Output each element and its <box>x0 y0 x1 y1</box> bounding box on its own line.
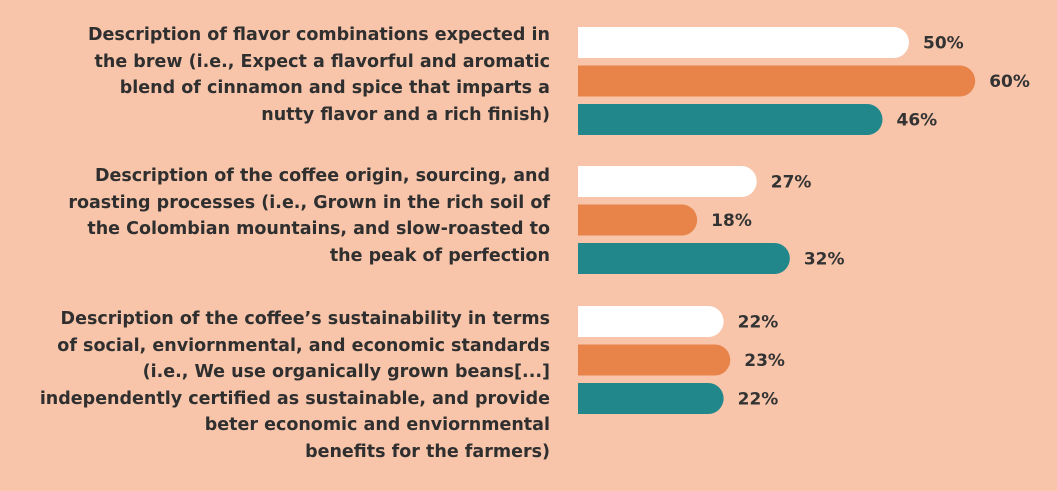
value-label: 18% <box>711 211 752 231</box>
bar <box>578 65 976 97</box>
bar <box>578 104 883 135</box>
value-label: 60% <box>989 72 1030 92</box>
bar <box>578 243 790 274</box>
bar <box>578 27 909 58</box>
value-label: 46% <box>897 111 938 131</box>
category-label: Description of flavor combinations expec… <box>88 25 550 125</box>
value-label: 23% <box>744 351 785 371</box>
bar <box>578 166 757 197</box>
value-label: 22% <box>738 390 779 410</box>
bar <box>578 383 724 414</box>
value-label: 27% <box>771 173 812 193</box>
value-label: 50% <box>923 34 964 54</box>
bar <box>578 204 698 236</box>
bar <box>578 344 731 376</box>
category-label: Description of the coffee origin, sourci… <box>68 166 550 266</box>
category-label: Description of the coffee’s sustainabili… <box>39 309 550 462</box>
value-label: 22% <box>738 313 779 333</box>
bar <box>578 306 724 337</box>
value-label: 32% <box>804 250 845 270</box>
